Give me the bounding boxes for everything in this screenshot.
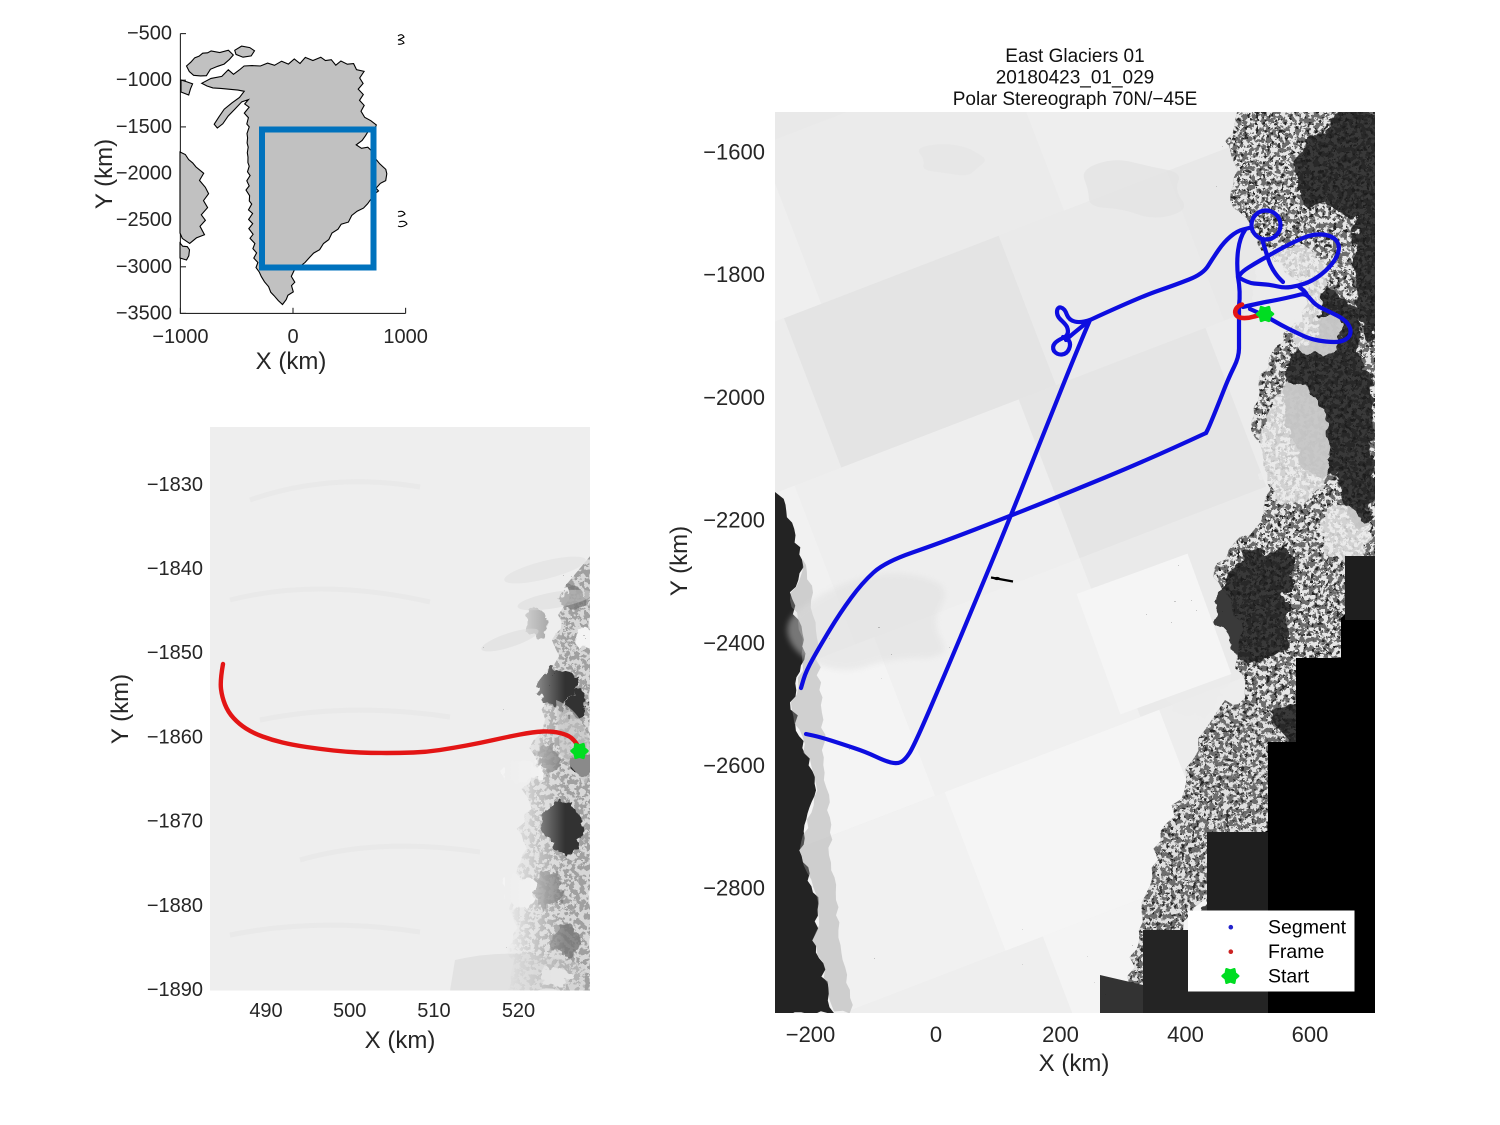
- svg-text:Start: Start: [1268, 966, 1310, 988]
- svg-text:X (km): X (km): [1039, 1050, 1110, 1077]
- svg-text:20180423_01_029: 20180423_01_029: [996, 68, 1155, 89]
- svg-text:East Glaciers 01: East Glaciers 01: [1005, 46, 1144, 67]
- svg-text:1000: 1000: [383, 326, 428, 348]
- svg-text:600: 600: [1292, 1022, 1329, 1047]
- svg-text:−1860: −1860: [147, 726, 203, 748]
- svg-text:−500: −500: [127, 23, 172, 45]
- svg-text:200: 200: [1042, 1022, 1079, 1047]
- svg-text:−1880: −1880: [147, 895, 203, 917]
- svg-text:500: 500: [333, 1000, 366, 1022]
- svg-text:−1830: −1830: [147, 474, 203, 496]
- svg-text:−3000: −3000: [116, 256, 172, 278]
- svg-text:−2200: −2200: [703, 508, 765, 533]
- svg-text:X (km): X (km): [365, 1027, 436, 1054]
- svg-text:−1840: −1840: [147, 558, 203, 580]
- svg-text:−1870: −1870: [147, 811, 203, 833]
- svg-text:−2400: −2400: [703, 630, 765, 655]
- svg-text:−2000: −2000: [703, 385, 765, 410]
- svg-text:−200: −200: [786, 1022, 836, 1047]
- svg-text:Frame: Frame: [1268, 941, 1324, 963]
- svg-text:−1800: −1800: [703, 262, 765, 287]
- svg-text:510: 510: [417, 1000, 450, 1022]
- svg-text:−1890: −1890: [147, 979, 203, 1001]
- svg-text:Segment: Segment: [1268, 917, 1347, 939]
- svg-text:−2800: −2800: [703, 876, 765, 901]
- svg-text:0: 0: [287, 326, 298, 348]
- svg-text:400: 400: [1167, 1022, 1204, 1047]
- svg-text:−1600: −1600: [703, 140, 765, 165]
- svg-text:X (km): X (km): [256, 348, 327, 375]
- svg-text:520: 520: [502, 1000, 535, 1022]
- svg-text:Y (km): Y (km): [107, 674, 134, 744]
- svg-text:Polar Stereograph 70N/−45E: Polar Stereograph 70N/−45E: [953, 89, 1198, 110]
- svg-text:−2000: −2000: [116, 163, 172, 185]
- svg-text:Y (km): Y (km): [91, 139, 118, 209]
- svg-text:−3500: −3500: [116, 302, 172, 324]
- svg-text:490: 490: [249, 1000, 282, 1022]
- svg-text:−1850: −1850: [147, 642, 203, 664]
- svg-text:Y (km): Y (km): [666, 526, 693, 596]
- svg-text:−2500: −2500: [116, 209, 172, 231]
- svg-text:−1000: −1000: [152, 326, 208, 348]
- svg-text:−1000: −1000: [116, 69, 172, 91]
- svg-text:0: 0: [930, 1022, 942, 1047]
- svg-text:−1500: −1500: [116, 116, 172, 138]
- svg-text:−2600: −2600: [703, 753, 765, 778]
